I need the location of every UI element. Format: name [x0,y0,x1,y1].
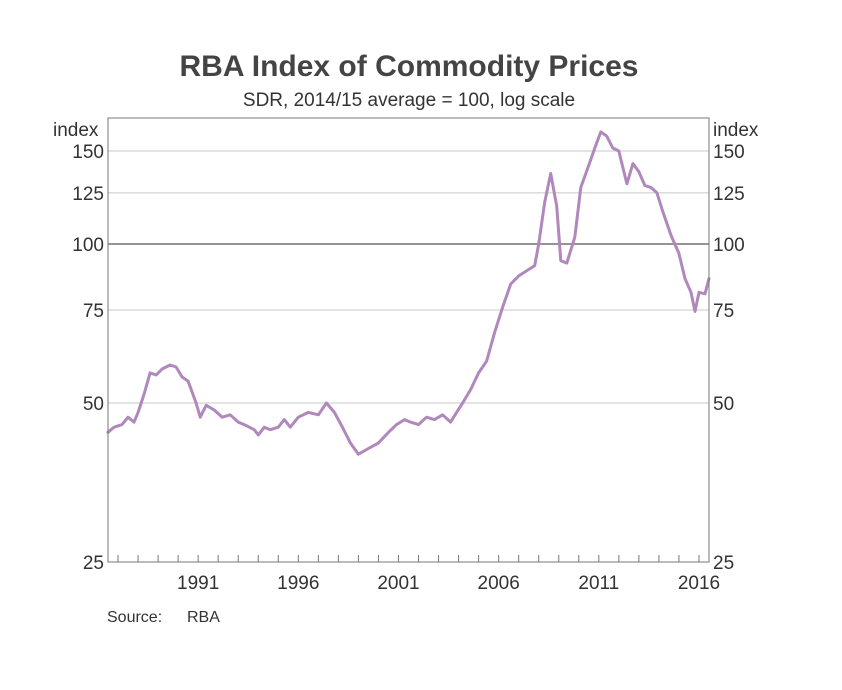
x-tick-label-2006: 2006 [478,573,520,594]
gridlines [108,150,709,404]
y-axis-label-left: index [53,120,99,141]
y-tick-label-right-50: 50 [713,394,734,415]
x-tick-label-1991: 1991 [177,573,219,594]
chart-title: RBA Index of Commodity Prices [179,50,639,83]
y-tick-label-left-125: 125 [72,184,104,205]
y-tick-label-left-75: 75 [83,301,104,322]
x-tick-label-2001: 2001 [377,573,419,594]
y-tick-label-left-150: 150 [72,142,104,163]
y-tick-label-right-75: 75 [713,301,734,322]
x-tick-label-2016: 2016 [678,573,720,594]
y-tick-label-left-100: 100 [72,235,104,256]
source-value: RBA [187,609,220,626]
x-tick-label-1996: 1996 [277,573,319,594]
x-tick-label-2011: 2011 [578,573,619,594]
plot-frame [107,117,710,563]
series-line-0 [106,130,711,456]
x-axis-ticks [117,555,700,562]
y-tick-label-right-125: 125 [713,184,745,205]
series-layer [106,130,711,456]
y-tick-label-right-25: 25 [713,553,734,574]
y-axis-tick-labels: 25 25 50 50 75 75 100 100 125 125 150 150 [72,142,744,574]
chart-subtitle: SDR, 2014/15 average = 100, log scale [242,90,576,111]
source-note: Source: RBA [107,609,220,627]
y-tick-label-right-100: 100 [713,235,745,256]
y-tick-label-left-25: 25 [83,553,104,574]
source-label: Source: [107,609,163,626]
y-tick-label-right-150: 150 [713,142,745,163]
y-axis-label-right: index [713,120,759,141]
x-axis-tick-labels: 1991 1996 2001 2006 2011 2016 [177,573,720,594]
y-tick-label-left-50: 50 [83,394,104,415]
